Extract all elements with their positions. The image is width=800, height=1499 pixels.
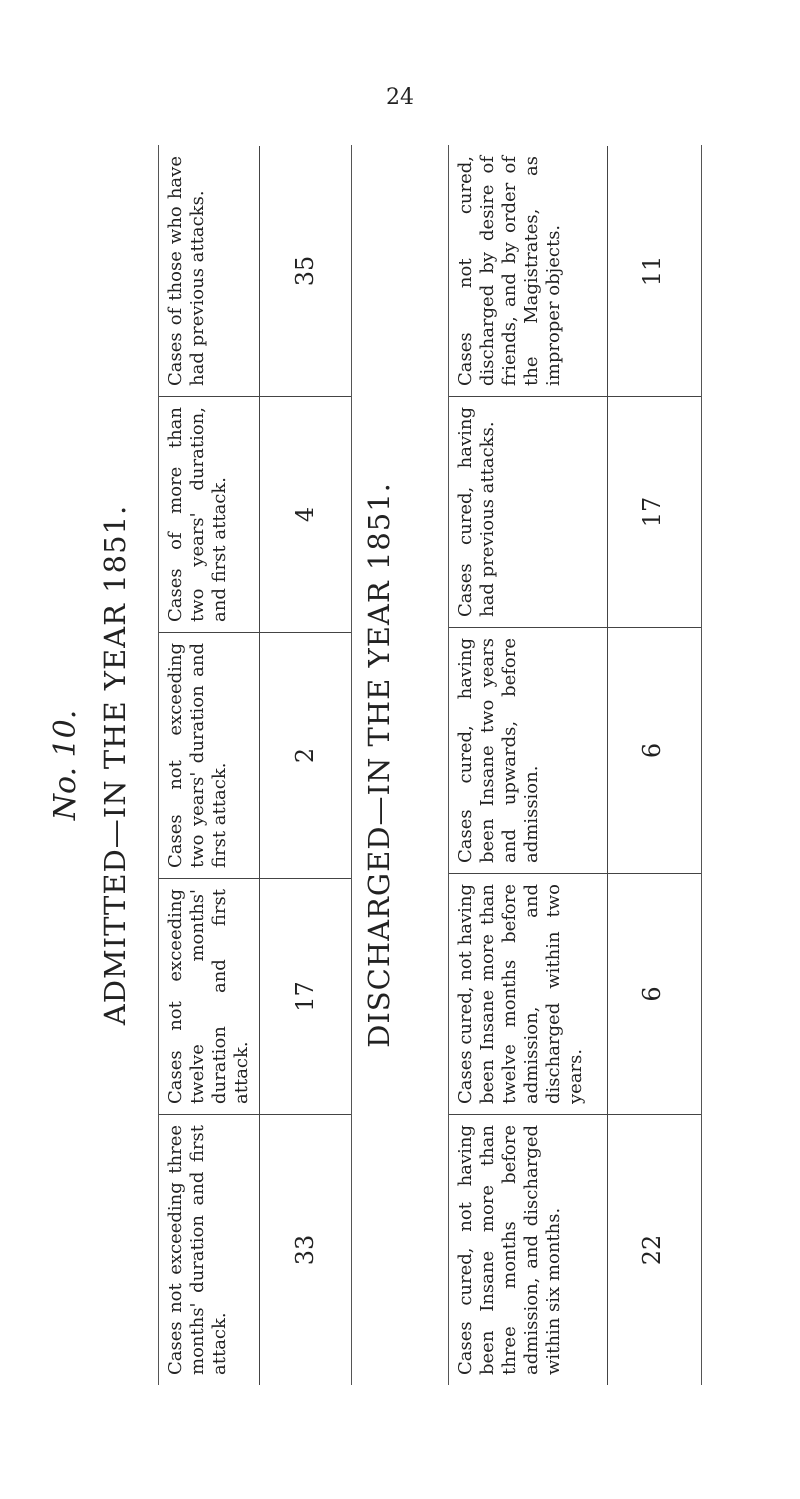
admitted-column: Cases of more than two years' duration, … [159, 396, 351, 632]
column-header: Cases cured, having been Insane two year… [455, 638, 542, 863]
column-header: Cases not cured, discharged by desire of… [455, 156, 564, 386]
admitted-column: Cases not exceeding two years' duration … [159, 632, 351, 878]
admitted-table: Cases not exceeding three months' durati… [158, 145, 352, 1385]
discharged-column: Cases cured, having been Insane two year… [449, 627, 701, 873]
table-number: No. 10. [48, 709, 83, 821]
discharged-title: DISCHARGED—IN THE YEAR 1851. [362, 482, 396, 1048]
column-value: 2 [259, 633, 350, 878]
column-header: Cases of those who have had previous att… [165, 156, 208, 386]
column-header: Cases not exceeding three months' durati… [165, 1125, 230, 1375]
column-value: 4 [259, 397, 350, 632]
page-number: 24 [386, 85, 414, 110]
column-value: 6 [607, 874, 696, 1114]
column-value: 35 [259, 146, 350, 396]
column-value: 11 [607, 146, 696, 396]
discharged-column: Cases not cured, discharged by desire of… [449, 146, 701, 396]
admitted-column: Cases of those who have had previous att… [159, 146, 351, 396]
column-value: 6 [607, 628, 696, 873]
rotated-table-page: No. 10. ADMITTED—IN THE YEAR 1851. Cases… [30, 145, 702, 1385]
column-value: 17 [259, 879, 350, 1114]
column-header: Cases cured, having had previous attacks… [455, 407, 498, 617]
column-value: 33 [259, 1115, 350, 1385]
admitted-title: ADMITTED—IN THE YEAR 1851. [98, 504, 132, 1026]
discharged-column: Cases cured, not having been Insane more… [449, 1114, 701, 1385]
column-value: 22 [607, 1115, 696, 1385]
column-header: Cases not exceeding twelve months' durat… [165, 889, 252, 1104]
admitted-column: Cases not exceeding twelve months' durat… [159, 878, 351, 1114]
admitted-column: Cases not exceeding three months' durati… [159, 1114, 351, 1385]
column-header: Cases not exceeding two years' duration … [165, 643, 230, 868]
discharged-column: Cases cured, not having been Insane more… [449, 873, 701, 1114]
discharged-table: Cases cured, not having been Insane more… [448, 145, 702, 1385]
discharged-column: Cases cured, having had previous attacks… [449, 396, 701, 627]
column-header: Cases cured, not having been Insane more… [455, 884, 586, 1104]
column-header: Cases cured, not having been Insane more… [455, 1125, 564, 1375]
column-header: Cases of more than two years' duration, … [165, 407, 230, 622]
column-value: 17 [607, 397, 696, 627]
